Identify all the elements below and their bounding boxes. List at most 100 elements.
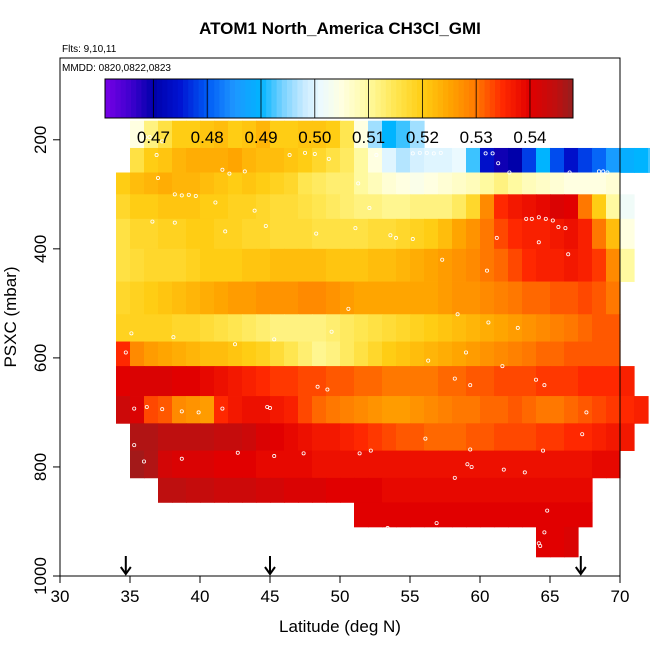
heatmap-cell <box>494 423 509 451</box>
colorbar-segment <box>287 79 293 118</box>
heatmap-cell <box>284 477 299 503</box>
heatmap-cell <box>200 120 215 149</box>
heatmap-cell <box>144 248 159 282</box>
heatmap-cell <box>228 450 243 479</box>
colorbar-segment <box>250 79 257 118</box>
heatmap-cell <box>116 366 131 397</box>
heatmap-cell <box>326 281 341 315</box>
heatmap-cell <box>228 314 243 342</box>
heatmap-cell <box>410 281 425 315</box>
heatmap-cell <box>130 248 145 282</box>
heatmap-cell <box>368 314 383 342</box>
observation-marker <box>423 436 428 441</box>
heatmap-cell <box>466 477 481 503</box>
observation-marker <box>329 329 334 334</box>
heatmap-cell <box>270 314 285 342</box>
heatmap-cell <box>256 341 271 367</box>
heatmap-cell <box>508 423 523 451</box>
heatmap-cell <box>340 120 355 149</box>
heatmap-cell <box>550 314 565 342</box>
heatmap-cell <box>620 147 635 173</box>
heatmap-cell <box>536 147 551 173</box>
observation-marker <box>507 170 512 175</box>
heatmap-cell <box>578 281 593 315</box>
heatmap-cell <box>172 120 187 149</box>
heatmap-cell <box>424 172 439 195</box>
colorbar-segment <box>120 79 127 118</box>
y-tick-label: 1000 <box>31 557 50 595</box>
observation-marker <box>566 252 571 257</box>
heatmap-cell <box>228 194 243 220</box>
heatmap-cell <box>550 172 565 195</box>
heatmap-cell <box>130 120 145 149</box>
y-tick-label: 200 <box>31 126 50 154</box>
observation-marker <box>584 410 589 415</box>
heatmap-cell <box>606 396 621 424</box>
flight-arrow-head <box>119 566 132 576</box>
observation-marker <box>524 216 529 221</box>
colorbar <box>104 78 574 119</box>
heatmap-cell <box>340 396 355 424</box>
heatmap-cell <box>186 423 201 451</box>
heatmap-cell <box>130 172 145 195</box>
heatmap-cell <box>214 477 229 503</box>
colorbar-segment <box>167 79 174 118</box>
heatmap-cell <box>368 172 383 195</box>
heatmap-cell <box>564 366 579 397</box>
colorbar-segment <box>453 79 460 118</box>
heatmap-cell <box>480 502 495 528</box>
heatmap-cell <box>284 341 299 367</box>
heatmap-cell <box>354 477 369 503</box>
colorbar-segment <box>354 79 361 118</box>
heatmap-cell <box>536 396 551 424</box>
heatmap-cell <box>116 172 131 195</box>
observation-marker <box>452 475 457 480</box>
heatmap-cell <box>130 218 145 250</box>
heatmap-cell <box>410 194 425 220</box>
heatmap-cell <box>130 281 145 315</box>
heatmap-cell <box>494 341 509 367</box>
y-axis-label: PSXC (mbar) <box>1 266 20 367</box>
colorbar-segment <box>380 79 387 118</box>
heatmap-cell <box>508 366 523 397</box>
heatmap-cell <box>396 366 411 397</box>
heatmap-cell <box>382 396 397 424</box>
heatmap-cell <box>228 172 243 195</box>
observation-marker <box>426 358 431 363</box>
heatmap-cell <box>606 314 621 342</box>
heatmap-cell <box>592 423 607 451</box>
colorbar-ticks: 0.47 0.48 0.49 0.50 0.51 0.52 0.53 0.54 <box>137 79 547 147</box>
colorbar-segment <box>500 79 506 118</box>
heatmap-cell <box>284 423 299 451</box>
observation-marker <box>431 151 436 156</box>
heatmap-cell <box>158 281 173 315</box>
heatmap-cell <box>480 477 495 503</box>
heatmap-cell <box>340 423 355 451</box>
heatmap-cell <box>438 423 453 451</box>
chart-title: ATOM1 North_America CH3Cl_GMI <box>199 19 481 38</box>
heatmap-cell <box>606 248 621 282</box>
observation-marker <box>193 193 198 198</box>
observation-marker <box>465 462 470 467</box>
heatmap-cell <box>536 281 551 315</box>
heatmap-cell <box>186 194 201 220</box>
heatmap-cell <box>592 341 607 367</box>
colorbar-segment <box>224 79 231 118</box>
colorbar-segment <box>261 79 267 118</box>
colorbar-segment <box>162 79 168 118</box>
heatmap-cell <box>466 502 481 528</box>
heatmap-cell <box>186 281 201 315</box>
colorbar-segment <box>157 79 163 118</box>
colorbar-segment <box>240 79 246 118</box>
heatmap-cell <box>298 248 313 282</box>
heatmap-cell <box>270 194 285 220</box>
observation-marker <box>150 219 155 224</box>
heatmap-cell <box>410 248 425 282</box>
heatmap-cell <box>396 172 411 195</box>
heatmap-cell <box>466 341 481 367</box>
x-tick-label: 65 <box>541 587 560 606</box>
heatmap-cell <box>424 477 439 503</box>
observation-marker <box>522 470 527 475</box>
heatmap-cell <box>396 281 411 315</box>
heatmap-cell <box>382 314 397 342</box>
